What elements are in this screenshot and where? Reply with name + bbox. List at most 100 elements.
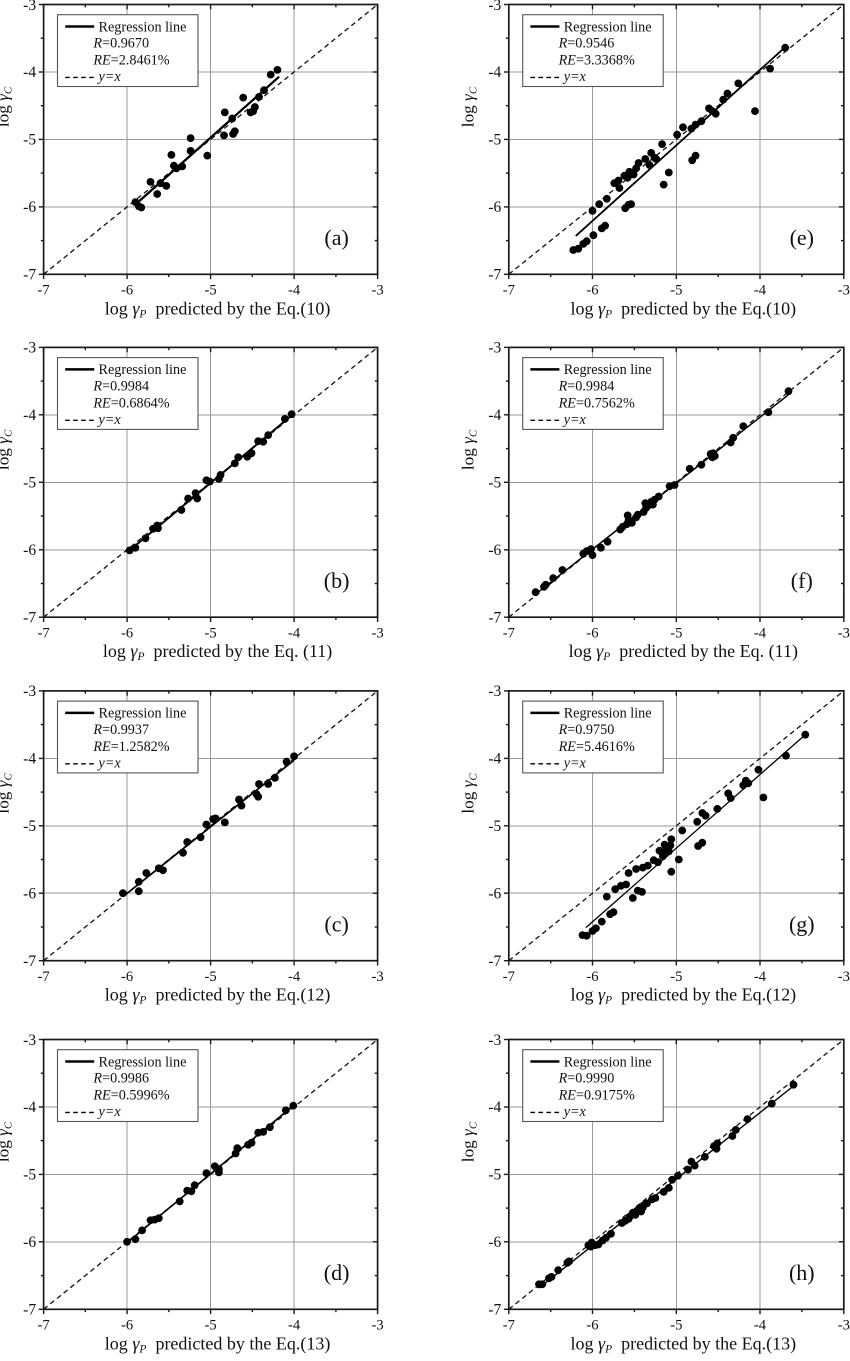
svg-text:log γC: log γC [0, 773, 14, 814]
svg-text:-5: -5 [670, 625, 682, 641]
svg-text:R=0.9546: R=0.9546 [558, 36, 615, 52]
svg-text:-4: -4 [23, 64, 36, 81]
svg-text:-4: -4 [288, 625, 301, 641]
svg-text:-4: -4 [288, 1318, 301, 1334]
svg-text:-3: -3 [488, 1032, 501, 1049]
svg-text:RE=3.3368%: RE=3.3368% [558, 53, 635, 69]
svg-text:-4: -4 [488, 64, 501, 81]
svg-text:-3: -3 [23, 683, 36, 700]
svg-text:-3: -3 [372, 1318, 384, 1334]
svg-text:RE=2.8461%: RE=2.8461% [92, 53, 169, 69]
svg-text:-6: -6 [121, 1318, 133, 1334]
svg-text:R=0.9984: R=0.9984 [558, 379, 615, 395]
svg-text:-4: -4 [754, 625, 767, 641]
svg-text:-7: -7 [38, 625, 50, 641]
svg-text:-6: -6 [121, 283, 133, 299]
svg-text:(d): (d) [324, 1260, 350, 1285]
svg-text:-3: -3 [838, 1318, 850, 1334]
svg-text:-3: -3 [372, 283, 384, 299]
svg-text:(a): (a) [324, 225, 348, 250]
svg-text:Regression line: Regression line [564, 19, 652, 35]
svg-text:-7: -7 [503, 625, 515, 641]
svg-text:y=x: y=x [97, 412, 122, 428]
svg-text:-6: -6 [23, 199, 36, 216]
svg-text:(e): (e) [790, 225, 814, 250]
svg-text:-6: -6 [586, 283, 598, 299]
svg-text:R=0.9750: R=0.9750 [558, 722, 615, 738]
svg-text:Regression line: Regression line [99, 362, 187, 378]
svg-text:-7: -7 [488, 1302, 501, 1319]
svg-text:-6: -6 [488, 199, 501, 216]
svg-text:-6: -6 [488, 542, 501, 559]
svg-text:log γC: log γC [0, 429, 14, 470]
svg-text:-3: -3 [488, 340, 501, 357]
svg-text:-4: -4 [488, 407, 501, 424]
svg-text:-4: -4 [488, 751, 501, 768]
svg-text:-3: -3 [838, 969, 850, 985]
svg-text:-7: -7 [503, 1318, 515, 1334]
svg-text:-3: -3 [23, 0, 36, 14]
svg-text:-5: -5 [23, 1167, 36, 1184]
svg-text:y=x: y=x [97, 755, 122, 771]
svg-text:-3: -3 [372, 969, 384, 985]
svg-text:log γP predicted by the Eq.(1: log γP predicted by the Eq.(10) [571, 298, 797, 320]
svg-text:R=0.9984: R=0.9984 [92, 379, 149, 395]
svg-text:-5: -5 [670, 969, 682, 985]
svg-text:-7: -7 [38, 1318, 50, 1334]
svg-text:-3: -3 [838, 283, 850, 299]
svg-text:RE=0.6864%: RE=0.6864% [92, 396, 169, 412]
svg-text:-7: -7 [38, 969, 50, 985]
svg-text:RE=1.2582%: RE=1.2582% [92, 739, 169, 755]
svg-text:Regression line: Regression line [564, 706, 652, 722]
svg-text:-7: -7 [503, 969, 515, 985]
svg-text:-5: -5 [670, 283, 682, 299]
svg-text:-6: -6 [586, 1318, 598, 1334]
svg-text:-3: -3 [488, 683, 501, 700]
svg-text:-5: -5 [205, 283, 217, 299]
svg-text:-6: -6 [586, 625, 598, 641]
svg-text:R=0.9670: R=0.9670 [92, 36, 149, 52]
svg-text:-7: -7 [23, 1302, 36, 1319]
svg-text:Regression line: Regression line [564, 362, 652, 378]
svg-text:log γP predicted by the Eq.(1: log γP predicted by the Eq.(13) [105, 1333, 331, 1355]
svg-text:-4: -4 [754, 283, 767, 299]
svg-text:RE=0.9175%: RE=0.9175% [558, 1088, 635, 1104]
svg-text:R=0.9937: R=0.9937 [92, 722, 149, 738]
svg-text:-4: -4 [288, 969, 301, 985]
svg-text:log γP predicted by the Eq.(1: log γP predicted by the Eq.(12) [105, 985, 331, 1007]
svg-text:-6: -6 [23, 1234, 36, 1251]
svg-text:(b): (b) [324, 568, 350, 593]
svg-text:y=x: y=x [562, 69, 587, 85]
svg-text:-6: -6 [488, 1234, 501, 1251]
svg-text:Regression line: Regression line [99, 1054, 187, 1070]
svg-text:R=0.9986: R=0.9986 [92, 1071, 149, 1087]
svg-text:(f): (f) [791, 568, 813, 593]
svg-text:(g): (g) [789, 911, 815, 936]
svg-text:-5: -5 [23, 475, 36, 492]
svg-text:-5: -5 [488, 818, 501, 835]
svg-text:-3: -3 [23, 340, 36, 357]
svg-text:-4: -4 [23, 1099, 36, 1116]
svg-text:-7: -7 [488, 610, 501, 627]
svg-text:-5: -5 [23, 818, 36, 835]
svg-text:-6: -6 [23, 542, 36, 559]
svg-text:y=x: y=x [562, 1104, 587, 1120]
svg-text:y=x: y=x [97, 69, 122, 85]
svg-text:-7: -7 [23, 953, 36, 970]
svg-text:-4: -4 [754, 969, 767, 985]
svg-text:Regression line: Regression line [99, 19, 187, 35]
svg-text:-5: -5 [205, 625, 217, 641]
svg-text:log γP predicted by the Eq. (: log γP predicted by the Eq. (11) [569, 641, 798, 663]
svg-text:(h): (h) [789, 1260, 815, 1285]
svg-text:log γP predicted by the Eq.(1: log γP predicted by the Eq.(13) [571, 1333, 797, 1355]
svg-text:Regression line: Regression line [564, 1054, 652, 1070]
svg-text:Regression line: Regression line [99, 706, 187, 722]
svg-text:-3: -3 [488, 0, 501, 14]
svg-text:-6: -6 [488, 886, 501, 903]
svg-text:-5: -5 [488, 1167, 501, 1184]
svg-text:-5: -5 [205, 1318, 217, 1334]
svg-text:-5: -5 [205, 969, 217, 985]
svg-text:-4: -4 [23, 751, 36, 768]
svg-text:-7: -7 [38, 283, 50, 299]
svg-text:-3: -3 [23, 1032, 36, 1049]
